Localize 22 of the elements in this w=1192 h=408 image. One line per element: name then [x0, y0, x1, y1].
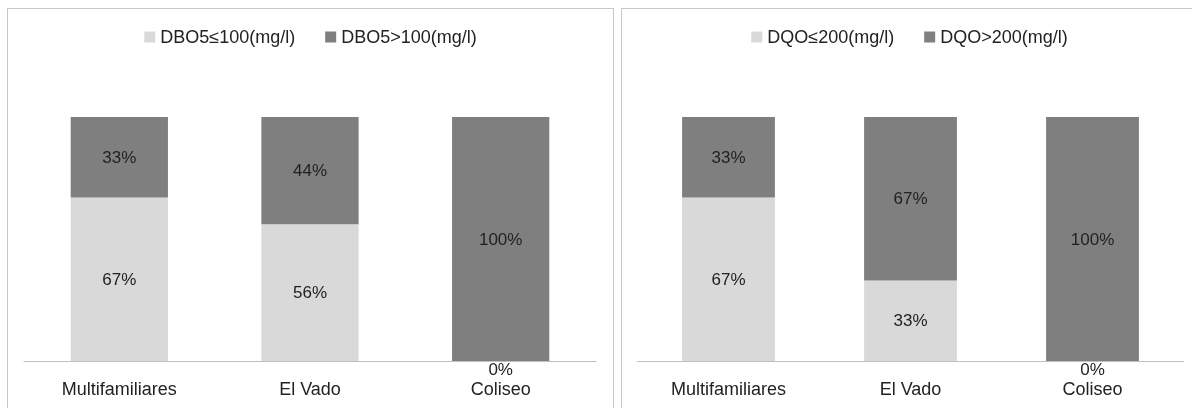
data-label: 44% — [292, 161, 328, 181]
legend-label: DQO>200(mg/l) — [940, 27, 1068, 47]
data-label: 100% — [478, 229, 523, 249]
data-label: 100% — [1070, 229, 1115, 249]
legend-label: DQO≤200(mg/l) — [767, 27, 895, 47]
x-tick-label: Multifamiliares — [670, 379, 787, 399]
x-tick-label: Coliseo — [470, 379, 531, 399]
data-label: 67% — [102, 269, 137, 289]
legend-label: DBO5>100(mg/l) — [341, 27, 477, 47]
data-label: 0% — [488, 360, 513, 379]
x-tick-label: El Vado — [879, 379, 942, 399]
data-label: 0% — [1080, 360, 1105, 379]
x-tick-label: Coliseo — [1062, 379, 1123, 399]
data-label: 67% — [711, 269, 746, 289]
x-tick-label: Multifamiliares — [61, 379, 177, 399]
data-label: 33% — [711, 147, 746, 167]
data-label: 56% — [292, 283, 328, 303]
x-tick-label: El Vado — [279, 379, 341, 399]
data-label: 33% — [893, 311, 928, 331]
data-label: 33% — [102, 147, 137, 167]
legend-label: DBO5≤100(mg/l) — [160, 27, 296, 47]
data-label: 67% — [893, 189, 928, 209]
